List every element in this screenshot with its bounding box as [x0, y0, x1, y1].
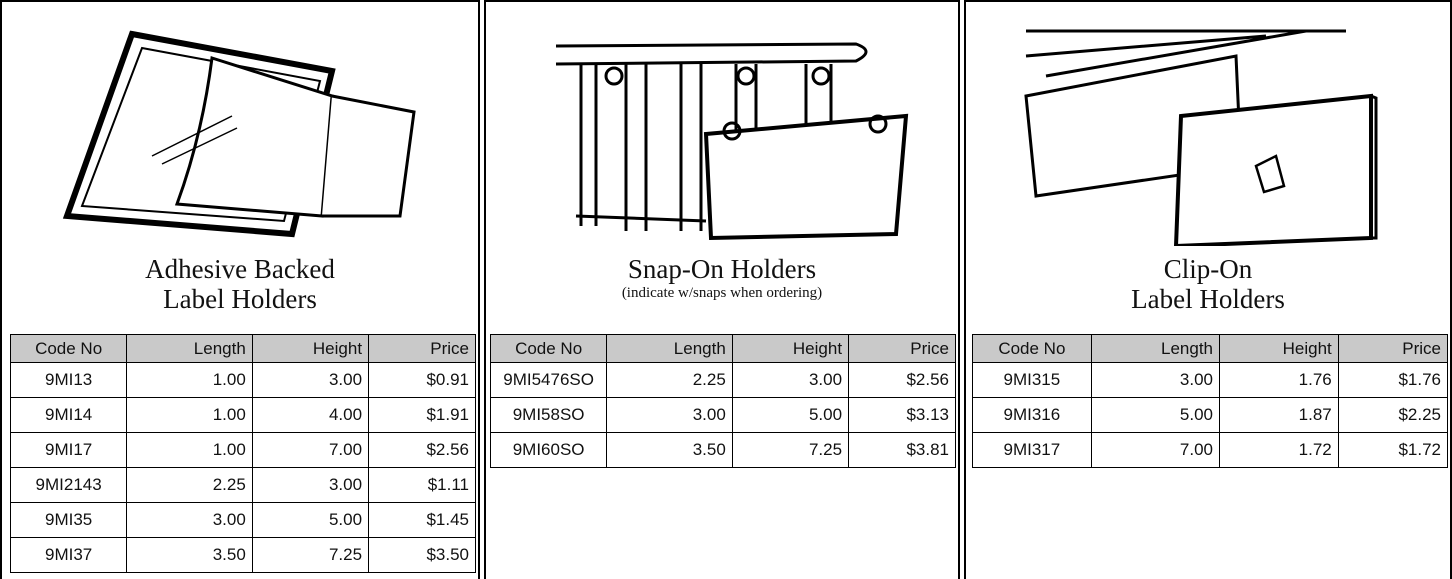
column-header: Price: [369, 335, 476, 363]
table-cell: 9MI317: [973, 433, 1092, 468]
table-cell: $2.25: [1338, 398, 1447, 433]
table-cell: 2.25: [127, 468, 253, 503]
table-cell: 3.00: [607, 398, 733, 433]
title-line: Label Holders: [2, 284, 478, 314]
column-header: Code No: [973, 335, 1092, 363]
column-header: Code No: [491, 335, 607, 363]
table-cell: 1.72: [1220, 433, 1339, 468]
illustration: [486, 16, 958, 246]
table-cell: 9MI2143: [11, 468, 127, 503]
title-line: Adhesive Backed: [2, 254, 478, 284]
table-cell: 5.00: [1091, 398, 1219, 433]
table-cell: 3.00: [732, 363, 848, 398]
table-cell: $3.50: [369, 538, 476, 573]
table-cell: 4.00: [252, 398, 368, 433]
table-cell: 1.87: [1220, 398, 1339, 433]
table-cell: 9MI13: [11, 363, 127, 398]
table-cell: 2.25: [607, 363, 733, 398]
column-header: Length: [1091, 335, 1219, 363]
table-cell: $1.76: [1338, 363, 1447, 398]
table-cell: $1.72: [1338, 433, 1447, 468]
table-cell: 9MI5476SO: [491, 363, 607, 398]
column-header: Code No: [11, 335, 127, 363]
table-cell: 9MI58SO: [491, 398, 607, 433]
table-cell: 3.50: [607, 433, 733, 468]
table-cell: 9MI14: [11, 398, 127, 433]
table-cell: 9MI37: [11, 538, 127, 573]
table-cell: $1.11: [369, 468, 476, 503]
table-cell: 7.25: [732, 433, 848, 468]
table-cell: $1.91: [369, 398, 476, 433]
column-header: Length: [127, 335, 253, 363]
table-cell: 9MI316: [973, 398, 1092, 433]
column-header: Height: [732, 335, 848, 363]
table-cell: 3.50: [127, 538, 253, 573]
title-line: Label Holders: [966, 284, 1450, 314]
table-cell: 9MI35: [11, 503, 127, 538]
column-header: Height: [1220, 335, 1339, 363]
table-cell: 1.00: [127, 398, 253, 433]
table-cell: 3.00: [252, 363, 368, 398]
column-header: Length: [607, 335, 733, 363]
table-cell: 5.00: [732, 398, 848, 433]
table-cell: 9MI60SO: [491, 433, 607, 468]
illustration: [966, 16, 1450, 246]
table-cell: 3.00: [252, 468, 368, 503]
table-cell: 5.00: [252, 503, 368, 538]
column-header: Height: [252, 335, 368, 363]
table-cell: 3.00: [1091, 363, 1219, 398]
table-cell: 7.00: [252, 433, 368, 468]
title-line: Clip-On: [966, 254, 1450, 284]
table-cell: $0.91: [369, 363, 476, 398]
table-cell: 1.76: [1220, 363, 1339, 398]
page: {"panels": [ {"title_lines": ["Adhesive …: [0, 0, 1452, 579]
column-header: Price: [1338, 335, 1447, 363]
table-cell: 9MI315: [973, 363, 1092, 398]
table-cell: 9MI17: [11, 433, 127, 468]
table-cell: $2.56: [369, 433, 476, 468]
table-cell: $1.45: [369, 503, 476, 538]
panel: Snap-On Holders (indicate w/snaps when o…: [484, 0, 960, 579]
table-cell: $3.81: [849, 433, 956, 468]
table-cell: 7.25: [252, 538, 368, 573]
illustration: [2, 16, 478, 246]
table-cell: 3.00: [127, 503, 253, 538]
table-cell: 1.00: [127, 433, 253, 468]
column-header: Price: [849, 335, 956, 363]
note: (indicate w/snaps when ordering): [486, 285, 958, 302]
title-line: Snap-On Holders: [486, 254, 958, 284]
table-cell: 1.00: [127, 363, 253, 398]
table-cell: $3.13: [849, 398, 956, 433]
table-cell: $2.56: [849, 363, 956, 398]
table-cell: 7.00: [1091, 433, 1219, 468]
